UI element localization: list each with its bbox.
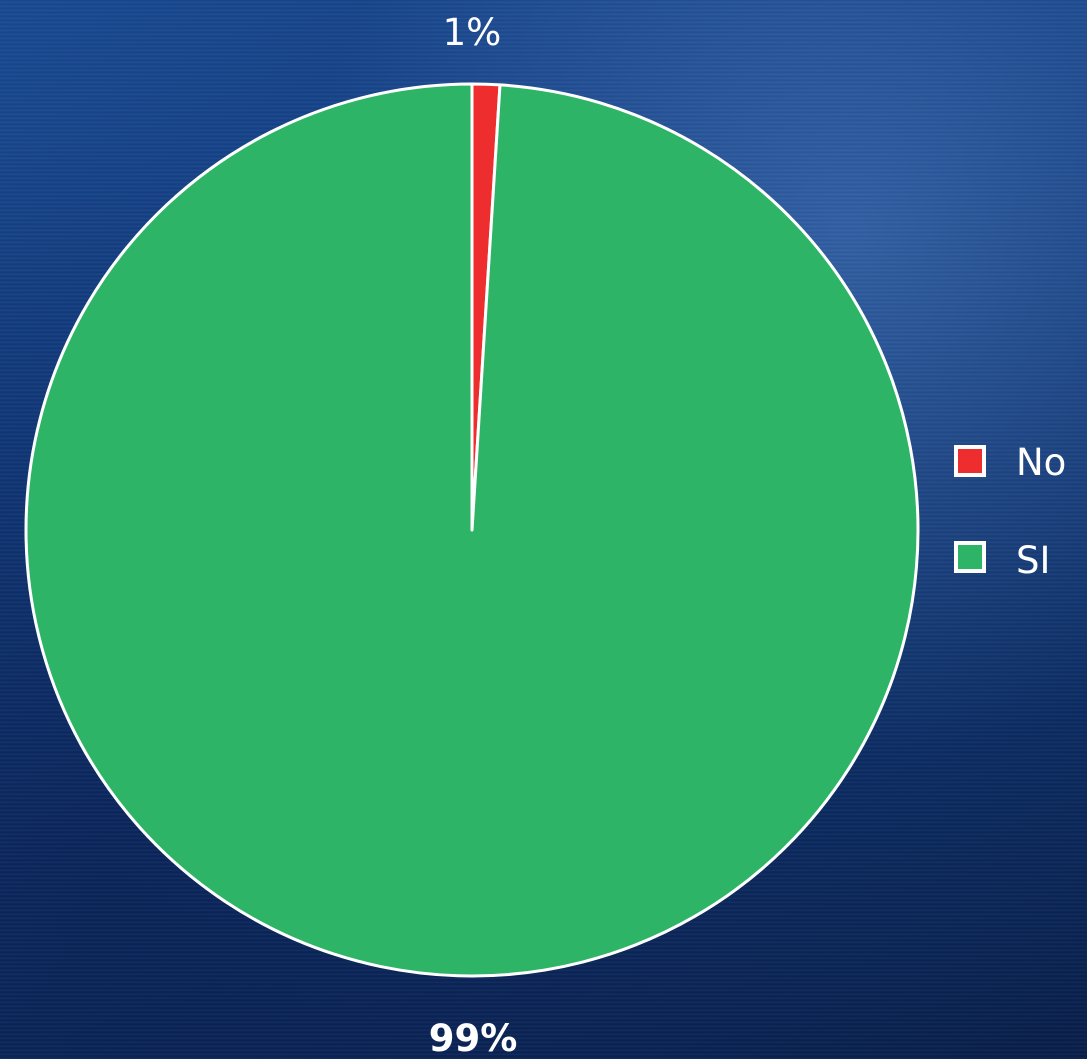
pie-slice-si[interactable] xyxy=(24,82,920,978)
legend-item-no[interactable]: No xyxy=(954,441,1066,484)
pie-slices xyxy=(24,82,920,978)
data-label-no: 1% xyxy=(443,11,502,54)
legend-swatch-si xyxy=(954,541,986,573)
legend-item-si[interactable]: SI xyxy=(954,539,1050,582)
legend-label-no: No xyxy=(1016,441,1066,484)
data-label-si: 99% xyxy=(429,1017,518,1059)
legend-swatch-no xyxy=(954,445,986,477)
legend-label-si: SI xyxy=(1016,539,1050,582)
legend: No SI xyxy=(954,441,1066,582)
